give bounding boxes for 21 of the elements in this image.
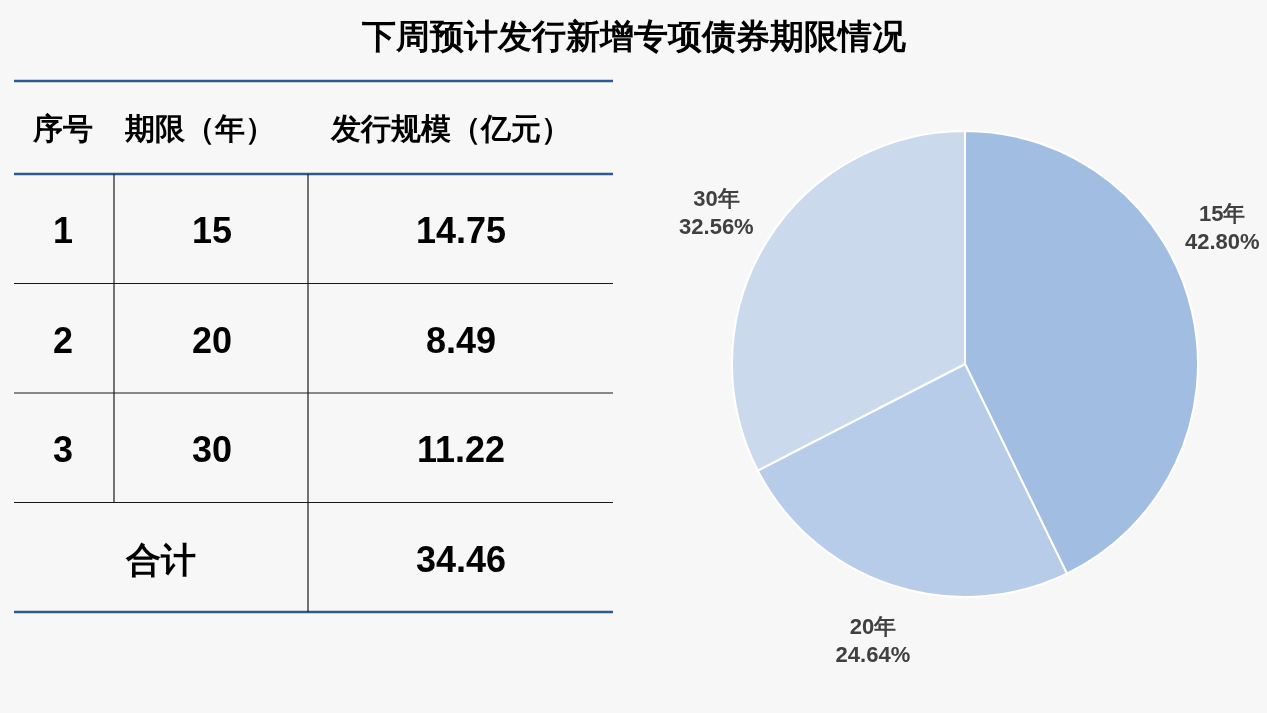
slice-label: 30年 xyxy=(693,185,740,211)
slice-label: 20年 xyxy=(849,613,897,639)
text: 14.75 xyxy=(415,210,507,252)
text: 2 xyxy=(52,319,74,361)
text: 34.46 xyxy=(415,538,507,580)
text: 15 xyxy=(191,210,233,252)
text: 序号 xyxy=(32,112,93,145)
data-label: 42.80% xyxy=(1184,228,1260,254)
data-label: 24.64% xyxy=(835,641,911,667)
data-label: 32.56% xyxy=(679,213,754,239)
text: 3 xyxy=(52,429,74,471)
text: 8.49 xyxy=(425,319,497,361)
text: 1 xyxy=(52,210,74,252)
text: 30 xyxy=(191,429,233,471)
text: 发行规模（亿元） xyxy=(330,112,571,145)
text: 11.22 xyxy=(416,429,506,471)
chart-title: 下周预计发行新增专项债券期限情况 xyxy=(360,17,907,55)
text: 20 xyxy=(191,319,233,361)
text: 合计 xyxy=(125,539,196,579)
slice-label: 15年 xyxy=(1199,200,1246,226)
text: 期限（年） xyxy=(124,112,275,145)
